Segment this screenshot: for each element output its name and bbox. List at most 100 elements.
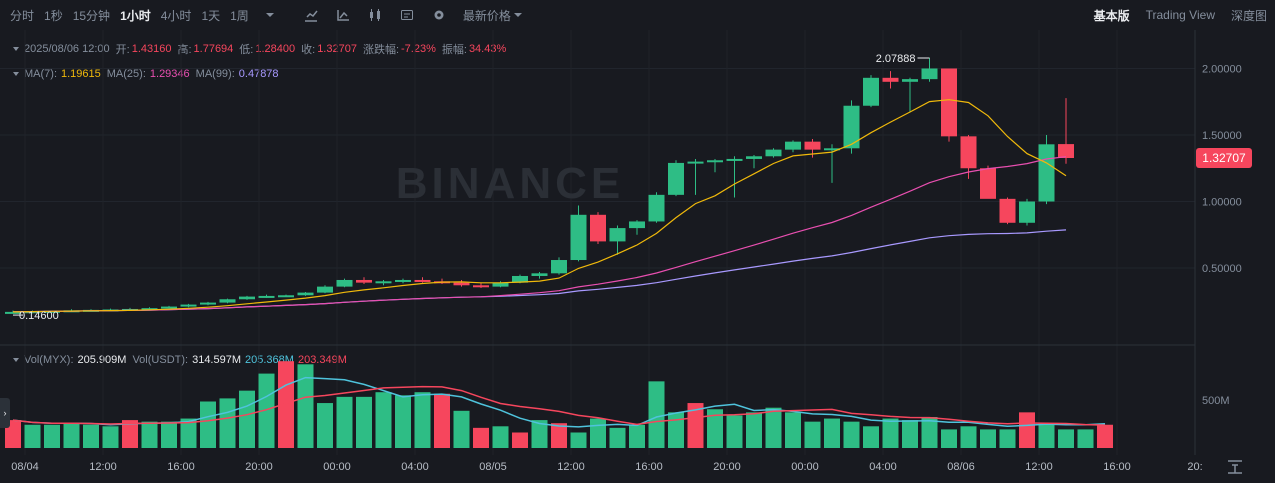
candle[interactable]: [102, 308, 119, 312]
candle[interactable]: [161, 305, 177, 309]
candle[interactable]: [180, 303, 197, 308]
candle[interactable]: [63, 309, 80, 313]
volume-bar[interactable]: [531, 420, 548, 448]
candle[interactable]: [570, 205, 587, 262]
volume-bar[interactable]: [122, 420, 138, 448]
candle[interactable]: [492, 281, 509, 288]
collapse-icon[interactable]: [12, 356, 20, 364]
candle[interactable]: [375, 279, 392, 286]
volume-bar[interactable]: [473, 427, 489, 448]
candle[interactable]: [141, 307, 158, 311]
candle[interactable]: [999, 197, 1016, 225]
volume-bar[interactable]: [726, 415, 743, 448]
candle[interactable]: [297, 291, 314, 296]
volume-bar[interactable]: [161, 421, 177, 448]
candle[interactable]: [843, 100, 860, 154]
candle[interactable]: [687, 158, 704, 195]
time-axis-settings-icon[interactable]: [1228, 460, 1242, 474]
candle[interactable]: [44, 310, 60, 313]
volume-bar[interactable]: [941, 429, 957, 448]
volume-bar[interactable]: [375, 392, 392, 448]
candle[interactable]: [219, 298, 236, 304]
volume-bar[interactable]: [863, 426, 879, 448]
candle[interactable]: [785, 140, 801, 153]
volume-bar[interactable]: [1019, 412, 1035, 448]
candle[interactable]: [200, 301, 216, 306]
timeframe-1[interactable]: 1秒: [44, 8, 63, 23]
candle[interactable]: [590, 212, 606, 245]
candle[interactable]: [804, 138, 821, 158]
candle[interactable]: [648, 192, 665, 223]
candle[interactable]: [336, 278, 353, 288]
timeframe-3[interactable]: 1小时: [120, 8, 151, 23]
volume-bar[interactable]: [980, 429, 996, 448]
candle[interactable]: [1058, 98, 1074, 164]
volume-bar[interactable]: [1058, 429, 1074, 448]
volume-bar[interactable]: [278, 361, 294, 448]
timeframe-4[interactable]: 4小时: [160, 8, 192, 23]
candle[interactable]: [414, 277, 431, 283]
volume-bar[interactable]: [960, 426, 977, 448]
candle[interactable]: [882, 71, 899, 89]
volume-bar[interactable]: [999, 429, 1016, 448]
candle[interactable]: [921, 57, 938, 82]
volume-bar[interactable]: [746, 412, 762, 448]
candle[interactable]: [707, 158, 723, 173]
volume-bar[interactable]: [570, 432, 587, 449]
candle[interactable]: [83, 309, 99, 312]
volume-bar[interactable]: [902, 420, 918, 448]
volume-bar[interactable]: [356, 396, 372, 448]
volume-bar[interactable]: [180, 418, 197, 448]
collapse-icon[interactable]: [12, 70, 20, 78]
candle[interactable]: [1019, 198, 1035, 226]
volume-bar[interactable]: [297, 364, 314, 448]
volume-bar[interactable]: [1038, 423, 1055, 448]
volume-bar[interactable]: [200, 401, 216, 449]
candle[interactable]: [629, 220, 645, 235]
volume-bar[interactable]: [141, 421, 158, 448]
candle-type-icon[interactable]: [368, 8, 382, 22]
expand-panel-button[interactable]: ›: [0, 398, 10, 428]
volume-bar[interactable]: [843, 421, 860, 448]
collapse-icon[interactable]: [12, 45, 20, 53]
candle[interactable]: [258, 294, 275, 298]
template-icon[interactable]: [400, 8, 414, 22]
volume-bar[interactable]: [317, 403, 333, 448]
volume-bar[interactable]: [668, 412, 684, 448]
candle[interactable]: [824, 144, 840, 183]
volume-bar[interactable]: [804, 421, 821, 448]
candle[interactable]: [24, 310, 41, 314]
volume-bar[interactable]: [765, 407, 782, 448]
chevron-down-icon[interactable]: [263, 8, 277, 22]
view-tradingview[interactable]: Trading View: [1145, 8, 1215, 22]
candle[interactable]: [531, 271, 548, 279]
view-basic[interactable]: 基本版: [1093, 8, 1130, 23]
volume-bar[interactable]: [336, 396, 353, 448]
volume-bar[interactable]: [629, 424, 645, 448]
indicator-icon[interactable]: [304, 8, 318, 22]
price-type-select[interactable]: 最新价格: [463, 7, 525, 24]
candle[interactable]: [512, 274, 528, 284]
volume-bar[interactable]: [102, 426, 119, 448]
candle[interactable]: [395, 278, 411, 284]
volume-bar[interactable]: [512, 432, 528, 449]
candle[interactable]: [980, 165, 996, 199]
volume-bar[interactable]: [453, 410, 470, 448]
candle[interactable]: [960, 135, 977, 179]
gear-icon[interactable]: [432, 8, 446, 22]
volume-bar[interactable]: [63, 423, 80, 448]
volume-bar[interactable]: [590, 418, 606, 448]
timeframe-2[interactable]: 15分钟: [72, 8, 111, 23]
candle[interactable]: [551, 257, 567, 275]
volume-bar[interactable]: [24, 424, 41, 448]
volume-bar[interactable]: [609, 427, 626, 448]
volume-bar[interactable]: [687, 403, 704, 448]
candle[interactable]: [434, 278, 450, 284]
volume-bar[interactable]: [1097, 424, 1113, 448]
timeframe-6[interactable]: 1周: [230, 8, 249, 23]
volume-bar[interactable]: [882, 418, 899, 448]
candle[interactable]: [902, 77, 918, 113]
candle[interactable]: [1038, 135, 1055, 205]
volume-bar[interactable]: [44, 424, 60, 448]
volume-bar[interactable]: [785, 412, 801, 448]
